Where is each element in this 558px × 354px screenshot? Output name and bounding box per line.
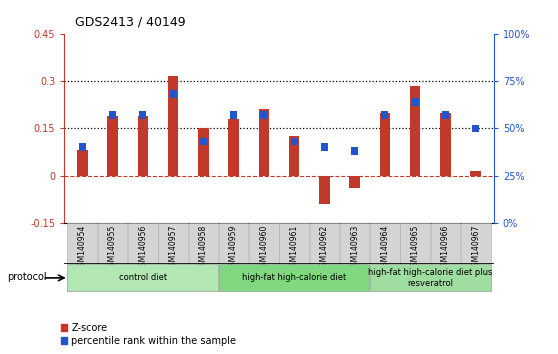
- Bar: [228, 119, 239, 176]
- Bar: [109, 111, 116, 119]
- Text: GSM140966: GSM140966: [441, 225, 450, 271]
- Text: GSM140965: GSM140965: [411, 225, 420, 271]
- FancyBboxPatch shape: [219, 264, 369, 291]
- FancyBboxPatch shape: [68, 264, 218, 291]
- FancyBboxPatch shape: [310, 223, 339, 264]
- FancyBboxPatch shape: [249, 223, 278, 264]
- Text: GSM140956: GSM140956: [138, 225, 147, 271]
- Bar: [470, 171, 481, 176]
- Bar: [77, 150, 88, 176]
- Text: GSM140961: GSM140961: [290, 225, 299, 271]
- Bar: [412, 98, 418, 105]
- Bar: [140, 111, 146, 119]
- Legend: Z-score, percentile rank within the sample: Z-score, percentile rank within the samp…: [61, 323, 237, 346]
- Bar: [137, 116, 148, 176]
- Text: GDS2413 / 40149: GDS2413 / 40149: [75, 16, 186, 29]
- Bar: [107, 116, 118, 176]
- Text: GSM140967: GSM140967: [471, 225, 480, 271]
- FancyBboxPatch shape: [431, 223, 460, 264]
- FancyBboxPatch shape: [340, 223, 369, 264]
- Text: GSM140957: GSM140957: [169, 225, 177, 271]
- Bar: [442, 111, 449, 119]
- Bar: [79, 143, 86, 151]
- Bar: [319, 176, 330, 204]
- Text: GSM140958: GSM140958: [199, 225, 208, 271]
- Text: GSM140962: GSM140962: [320, 225, 329, 271]
- Bar: [321, 143, 328, 151]
- FancyBboxPatch shape: [219, 223, 248, 264]
- Bar: [230, 111, 237, 119]
- FancyBboxPatch shape: [370, 264, 490, 291]
- Bar: [440, 113, 451, 176]
- FancyBboxPatch shape: [68, 223, 97, 264]
- Bar: [289, 136, 300, 176]
- Bar: [410, 86, 421, 176]
- FancyBboxPatch shape: [158, 223, 188, 264]
- Bar: [472, 125, 479, 132]
- Text: GSM140955: GSM140955: [108, 225, 117, 271]
- Bar: [351, 147, 358, 155]
- FancyBboxPatch shape: [189, 223, 218, 264]
- Bar: [382, 111, 388, 119]
- Text: high-fat high-calorie diet plus
resveratrol: high-fat high-calorie diet plus resverat…: [368, 268, 493, 287]
- Text: GSM140959: GSM140959: [229, 225, 238, 271]
- Bar: [258, 109, 269, 176]
- FancyBboxPatch shape: [461, 223, 490, 264]
- Bar: [168, 76, 179, 176]
- Bar: [261, 111, 267, 119]
- Bar: [200, 138, 207, 145]
- Bar: [170, 91, 176, 98]
- Text: GSM140960: GSM140960: [259, 225, 268, 271]
- Text: GSM140963: GSM140963: [350, 225, 359, 271]
- Text: protocol: protocol: [7, 272, 46, 282]
- Bar: [349, 176, 360, 188]
- Bar: [379, 113, 390, 176]
- Text: GSM140954: GSM140954: [78, 225, 87, 271]
- Text: GSM140964: GSM140964: [381, 225, 389, 271]
- Text: control diet: control diet: [119, 273, 167, 282]
- Bar: [291, 138, 297, 145]
- FancyBboxPatch shape: [98, 223, 127, 264]
- FancyBboxPatch shape: [370, 223, 400, 264]
- FancyBboxPatch shape: [400, 223, 430, 264]
- Bar: [198, 129, 209, 176]
- FancyBboxPatch shape: [280, 223, 309, 264]
- Text: high-fat high-calorie diet: high-fat high-calorie diet: [242, 273, 347, 282]
- FancyBboxPatch shape: [128, 223, 158, 264]
